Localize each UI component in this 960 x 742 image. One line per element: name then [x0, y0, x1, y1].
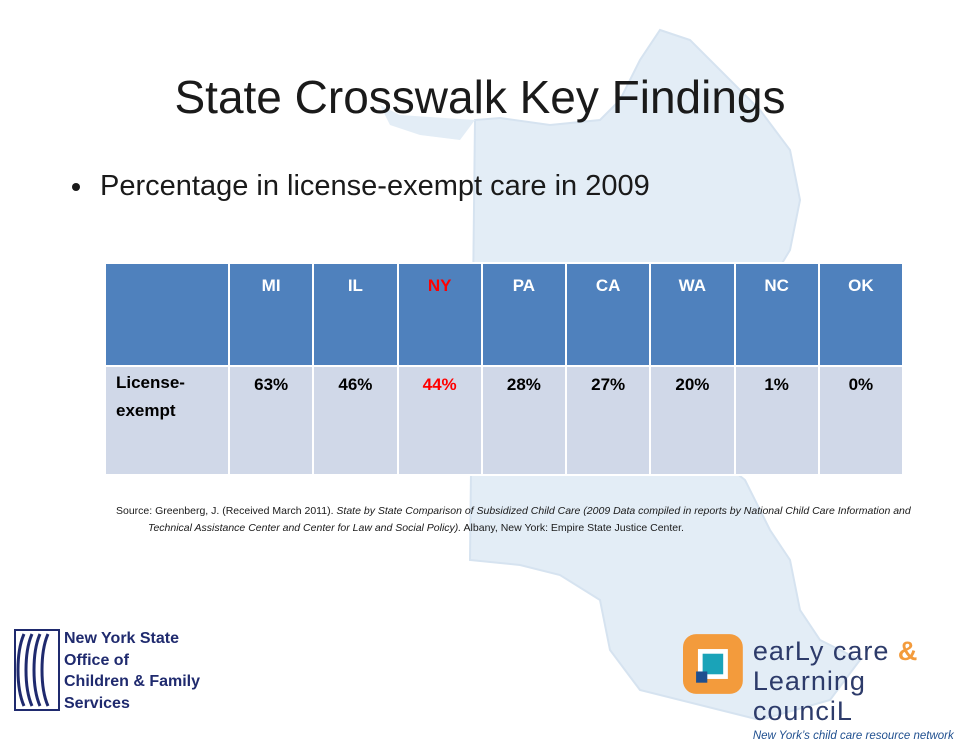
header-wa: WA — [649, 262, 736, 367]
value-pa: 28% — [480, 365, 568, 476]
header-pa: PA — [480, 262, 568, 367]
eclc-emblem-icon — [683, 634, 743, 694]
value-ny: 44% — [396, 365, 483, 476]
header-ok: OK — [817, 262, 905, 367]
ocfs-line-2: Office of — [64, 651, 129, 669]
table-row: License- exempt 63% 46% 44% 28% 27% 20% … — [104, 365, 905, 476]
header-mi: MI — [227, 262, 315, 367]
ocfs-line-4: Services — [64, 694, 130, 712]
header-ny: NY — [396, 262, 483, 367]
eclc-logo: earLy care & Learning counciL New York’s… — [683, 632, 960, 742]
ocfs-logo: New York State Office of Children & Fami… — [14, 628, 200, 714]
value-il: 46% — [312, 365, 399, 476]
value-nc: 1% — [733, 365, 820, 476]
value-mi: 63% — [227, 365, 315, 476]
table-header-row: MI IL NY PA CA WA NC OK — [104, 262, 905, 367]
bullet-text: Percentage in license-exempt care in 200… — [100, 170, 650, 202]
bullet-item: Percentage in license-exempt care in 200… — [72, 170, 650, 203]
source-title: State by State Comparison of Subsidized … — [148, 505, 911, 534]
source-suffix: Albany, New York: Empire State Justice C… — [461, 522, 684, 534]
slide-title: State Crosswalk Key Findings — [174, 71, 786, 123]
header-ca: CA — [564, 262, 652, 367]
source-citation: Source: Greenberg, J. (Received March 20… — [116, 503, 928, 537]
table-corner-cell — [104, 262, 230, 367]
ocfs-line-1: New York State — [64, 630, 180, 647]
eclc-line-1: earLy care — [752, 636, 890, 666]
header-il: IL — [312, 262, 399, 367]
ocfs-line-3: Children & Family — [64, 673, 201, 690]
eclc-line-2: Learning counciL — [752, 666, 866, 726]
bullet-dot-icon — [72, 182, 80, 191]
row-label-license-exempt: License- exempt — [104, 365, 230, 476]
value-wa: 20% — [649, 365, 736, 476]
value-ca: 27% — [564, 365, 652, 476]
license-exempt-table: MI IL NY PA CA WA NC OK License- exempt … — [104, 262, 905, 476]
source-prefix: Source: Greenberg, J. (Received March 20… — [116, 505, 337, 517]
header-nc: NC — [733, 262, 820, 367]
ocfs-emblem-icon — [14, 629, 60, 711]
eclc-tagline: New York’s child care resource network — [752, 730, 954, 742]
eclc-ampersand: & — [897, 636, 919, 666]
value-ok: 0% — [817, 365, 905, 476]
